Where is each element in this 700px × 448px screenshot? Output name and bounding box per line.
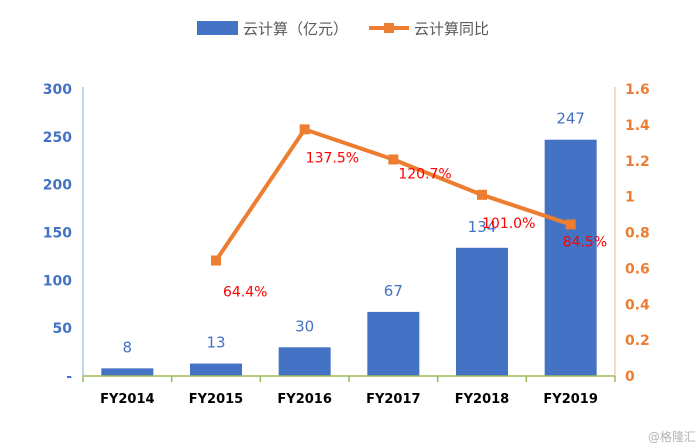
bar-fy2017	[367, 311, 420, 376]
bar-data-label: 134	[468, 218, 497, 236]
x-axis-tick-marks	[82, 376, 616, 382]
x-tick-label: FY2019	[543, 392, 597, 407]
yoy-marker-fy2015	[211, 255, 221, 266]
legend: 云计算（亿元） 云计算同比	[197, 20, 489, 38]
yoy-data-labels: 64.4% 137.5% 120.7% 101.0% 84.5%	[223, 150, 607, 300]
right-tick-label: 0.6	[625, 261, 650, 277]
left-tick-label: 100	[43, 273, 72, 289]
left-tick-label: 200	[43, 178, 72, 194]
right-axis-ticks: 0 0.2 0.4 0.6 0.8 1 1.2 1.4 1.6	[625, 82, 650, 385]
right-tick-label: 1.6	[625, 82, 650, 98]
yoy-marker-fy2016	[299, 124, 310, 135]
left-tick-label: 150	[43, 226, 72, 242]
bar-data-labels: 8 13 30 67 134 247	[123, 110, 585, 357]
bar-fy2018	[456, 247, 508, 376]
yoy-markers	[211, 124, 576, 266]
x-tick-label: FY2015	[189, 392, 243, 407]
legend-item-bar: 云计算（亿元）	[197, 20, 348, 38]
x-tick-label: FY2016	[277, 392, 331, 407]
right-tick-label: 0.8	[625, 226, 650, 242]
right-tick-label: 1.4	[625, 118, 650, 134]
legend-bar-swatch	[197, 21, 238, 35]
yoy-data-label: 120.7%	[398, 166, 451, 182]
bar-data-label: 13	[206, 334, 225, 352]
right-tick-label: 1.2	[625, 154, 650, 170]
watermark: @格隆汇	[648, 429, 696, 444]
bar-fy2015	[190, 363, 242, 376]
left-tick-label: 300	[43, 82, 72, 98]
bar-fy2019	[544, 139, 597, 376]
x-tick-label: FY2014	[100, 392, 154, 407]
yoy-data-label: 137.5%	[306, 150, 359, 166]
yoy-marker-fy2017	[388, 154, 399, 165]
left-tick-label: 50	[53, 321, 73, 337]
bar-series	[101, 139, 597, 376]
bar-fy2016	[278, 347, 331, 376]
bar-data-label: 8	[123, 338, 133, 356]
right-tick-label: 1	[625, 190, 635, 206]
legend-item-line: 云计算同比	[369, 20, 489, 38]
yoy-data-label: 64.4%	[223, 284, 267, 300]
left-tick-label: 250	[43, 130, 72, 146]
yoy-line	[214, 127, 572, 262]
yoy-marker-fy2019	[565, 219, 576, 230]
left-axis-ticks: - 50 100 150 200 250 300	[43, 82, 72, 385]
x-tick-label: FY2017	[366, 392, 420, 407]
legend-line-label: 云计算同比	[414, 20, 489, 38]
left-tick-label: -	[66, 369, 72, 385]
x-axis-labels: FY2014 FY2015 FY2016 FY2017 FY2018 FY2019	[100, 392, 598, 407]
bar-fy2014	[101, 368, 154, 376]
x-tick-label: FY2018	[455, 392, 509, 407]
right-tick-label: 0.4	[625, 297, 650, 313]
yoy-marker-fy2018	[477, 189, 487, 200]
right-tick-label: 0.2	[625, 333, 650, 349]
bar-data-label: 30	[295, 317, 314, 335]
plot-area: - 50 100 150 200 250 300 0 0.2 0.4 0.6 0.8 1 1.2 1.4 1.…	[43, 82, 650, 407]
bar-data-label: 247	[556, 110, 585, 128]
yoy-data-label: 101.0%	[482, 216, 535, 232]
right-tick-label: 0	[625, 369, 635, 385]
legend-line-marker	[384, 23, 394, 33]
legend-bar-label: 云计算（亿元）	[243, 20, 348, 38]
bar-data-label: 67	[384, 282, 403, 300]
yoy-data-label: 84.5%	[563, 234, 607, 250]
